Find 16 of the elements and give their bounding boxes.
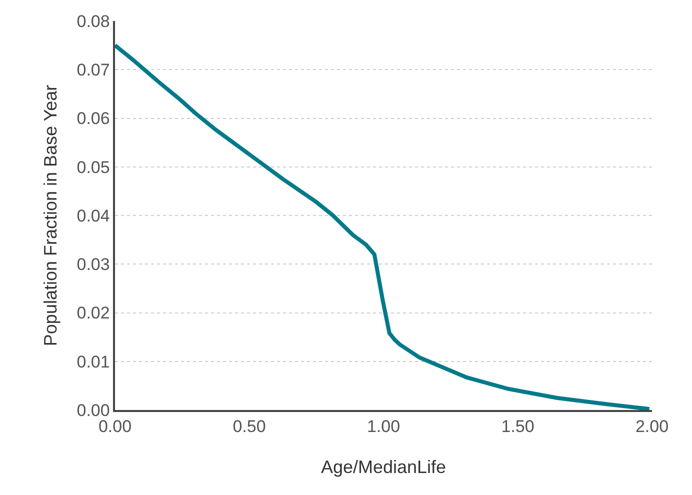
x-tick-label: 1.00: [366, 417, 400, 436]
y-tick-label: 0.05: [76, 158, 110, 177]
y-axis-title: Population Fraction in Base Year: [40, 84, 60, 346]
y-tick-label: 0.01: [76, 352, 110, 372]
y-tick-label: 0.07: [76, 60, 110, 80]
y-tick-label: 0.04: [76, 206, 110, 226]
x-tick-label: 2.00: [635, 417, 669, 436]
y-tick-label: 0.02: [76, 304, 110, 323]
y-tick-label: 0.00: [76, 400, 110, 420]
y-tick-label: 0.03: [76, 255, 110, 274]
x-tick-label: 0.50: [232, 417, 266, 436]
x-axis-title: Age/MedianLife: [320, 456, 446, 477]
x-tick-label: 0.00: [98, 417, 132, 436]
x-tick-label: 1.50: [501, 417, 534, 436]
y-tick-label: 0.06: [76, 109, 110, 128]
y-tick-label: 0.08: [76, 12, 110, 31]
